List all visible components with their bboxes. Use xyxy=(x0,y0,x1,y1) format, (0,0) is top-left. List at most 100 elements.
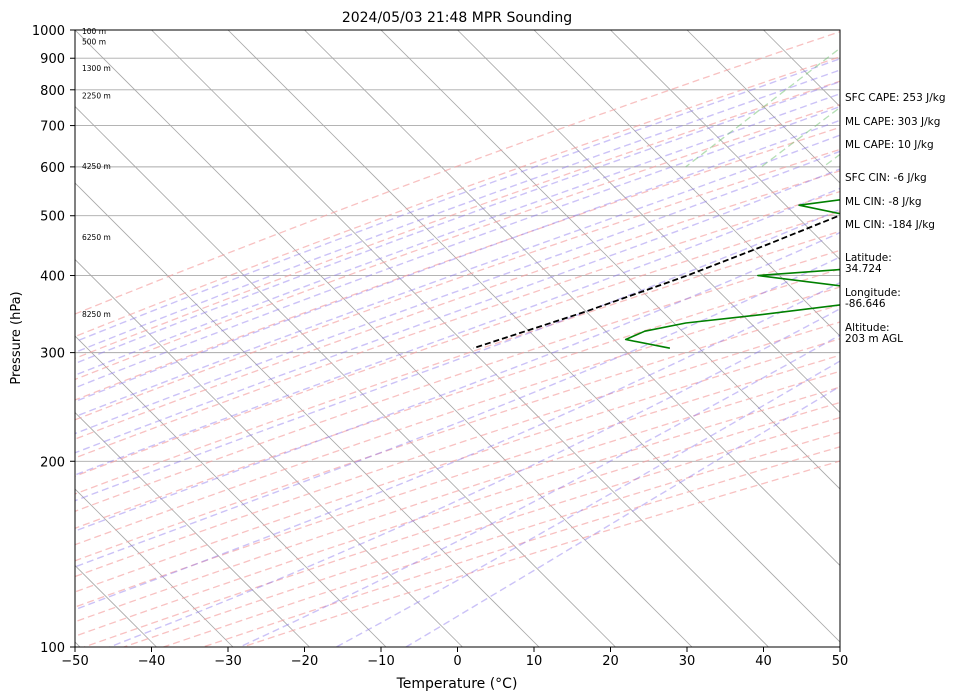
y-tick-label: 800 xyxy=(40,84,65,99)
mixing-ratio-line xyxy=(947,30,961,167)
y-tick-label: 900 xyxy=(40,52,65,67)
y-tick-label: 700 xyxy=(40,120,65,135)
isotherm-line xyxy=(75,182,540,647)
dry-adiabat-line xyxy=(75,338,840,593)
mixing-ratio-line xyxy=(685,47,840,168)
dry-adiabat-line xyxy=(163,431,840,647)
dry-adiabat-line xyxy=(75,321,840,578)
height-label: 500 m xyxy=(82,37,106,46)
dry-adiabat-line xyxy=(75,56,840,338)
y-tick-label: 600 xyxy=(40,161,65,176)
x-tick-label: 40 xyxy=(755,654,772,669)
isotherm-line xyxy=(457,30,840,414)
dry-adiabat-line xyxy=(75,190,840,459)
isotherm-line xyxy=(380,30,840,490)
sfc-cape-text: SFC CAPE: 253 J/kg xyxy=(845,92,946,104)
sfc-cin-text: SFC CIN: -6 J/kg xyxy=(845,172,927,184)
mixing-ratio-line xyxy=(760,106,840,168)
moist-adiabat-line xyxy=(405,385,840,647)
dry-adiabat-line xyxy=(75,249,840,513)
isotherm-line xyxy=(304,30,840,567)
dry-adiabat-line xyxy=(75,304,840,562)
isotherm-line xyxy=(75,258,463,647)
moist-adiabat-line xyxy=(75,105,840,389)
x-tick-label: −30 xyxy=(214,654,241,669)
altitude-value: 203 m AGL xyxy=(845,333,903,345)
x-tick-label: −10 xyxy=(367,654,394,669)
isotherm-line xyxy=(75,30,693,647)
dry-adiabat-line xyxy=(75,386,840,637)
height-label: 4250 m xyxy=(82,162,111,171)
moist-adiabat-line xyxy=(335,360,840,647)
isotherm-line xyxy=(0,30,4,647)
latitude-label: Latitude: xyxy=(845,252,892,264)
x-tick-label: 30 xyxy=(679,654,696,669)
longitude-value: -86.646 xyxy=(845,298,886,310)
moist-adiabat-line xyxy=(75,208,840,502)
ml-cin-text-2: ML CIN: -184 J/kg xyxy=(845,219,935,231)
isotherm-line xyxy=(151,30,769,647)
x-tick-label: −20 xyxy=(291,654,318,669)
dry-adiabat-line xyxy=(75,210,840,477)
temperature-line xyxy=(935,34,961,348)
height-label: 100 m xyxy=(82,27,106,36)
dry-adiabat-line xyxy=(75,268,840,529)
latitude-value: 34.724 xyxy=(845,263,882,275)
moist-adiabat-line xyxy=(75,256,840,568)
dry-adiabat-line xyxy=(75,230,840,495)
moist-adiabat-line xyxy=(75,69,840,354)
y-tick-label: 200 xyxy=(40,455,65,470)
moist-adiabat-line xyxy=(75,134,840,418)
dry-adiabat-line xyxy=(75,370,840,623)
dry-adiabat-line xyxy=(75,148,840,421)
isotherm-line xyxy=(75,488,234,647)
moist-adiabat-line xyxy=(75,281,840,611)
ml-cin-text: ML CIN: -8 J/kg xyxy=(845,196,922,208)
moist-adiabat-line xyxy=(75,58,840,343)
y-tick-label: 100 xyxy=(40,641,65,656)
moist-adiabat-line xyxy=(75,231,840,532)
dry-adiabat-line xyxy=(75,31,840,315)
y-axis-label: Pressure (hPa) xyxy=(9,291,24,384)
moist-adiabat-line xyxy=(75,168,840,454)
x-tick-label: −40 xyxy=(138,654,165,669)
x-tick-label: 20 xyxy=(602,654,619,669)
x-axis-label: Temperature (°C) xyxy=(396,676,518,692)
dry-adiabat-line xyxy=(75,103,840,381)
moist-adiabat-line xyxy=(75,119,840,403)
dry-adiabat-line xyxy=(75,80,840,360)
y-tick-label: 300 xyxy=(40,347,65,362)
height-label: 1300 m xyxy=(82,64,111,73)
x-tick-label: 0 xyxy=(453,654,461,669)
dry-adiabat-line xyxy=(75,126,840,401)
moist-adiabat-line xyxy=(109,308,840,647)
ml-cape-text: ML CAPE: 303 J/kg xyxy=(845,116,941,128)
chart-title: 2024/05/03 21:48 MPR Sounding xyxy=(342,10,572,26)
dry-adiabat-line xyxy=(75,286,840,546)
dry-adiabat-line xyxy=(75,354,840,608)
y-tick-label: 400 xyxy=(40,270,65,285)
isotherm-line xyxy=(75,411,310,647)
isotherm-line xyxy=(227,30,840,643)
ml-cape-text-2: ML CAPE: 10 J/kg xyxy=(845,139,934,151)
longitude-label: Longitude: xyxy=(845,287,901,299)
isotherm-line xyxy=(533,30,840,337)
moist-adiabat-line xyxy=(75,187,840,476)
height-label: 8250 m xyxy=(82,310,111,319)
y-tick-label: 1000 xyxy=(32,24,65,39)
x-tick-label: 10 xyxy=(526,654,543,669)
moist-adiabat-line xyxy=(75,150,840,435)
isotherm-line xyxy=(610,30,840,261)
x-tick-label: 50 xyxy=(832,654,849,669)
isotherm-line xyxy=(75,335,387,647)
altitude-label: Altitude: xyxy=(845,322,890,334)
height-label: 2250 m xyxy=(82,92,111,101)
height-label: 6250 m xyxy=(82,233,111,242)
x-tick-label: −50 xyxy=(61,654,88,669)
isotherm-line xyxy=(686,30,840,184)
moist-adiabat-line xyxy=(75,93,840,376)
moist-adiabat-line xyxy=(75,80,840,365)
parcel-path-line xyxy=(473,214,840,350)
isotherm-line xyxy=(75,105,616,647)
